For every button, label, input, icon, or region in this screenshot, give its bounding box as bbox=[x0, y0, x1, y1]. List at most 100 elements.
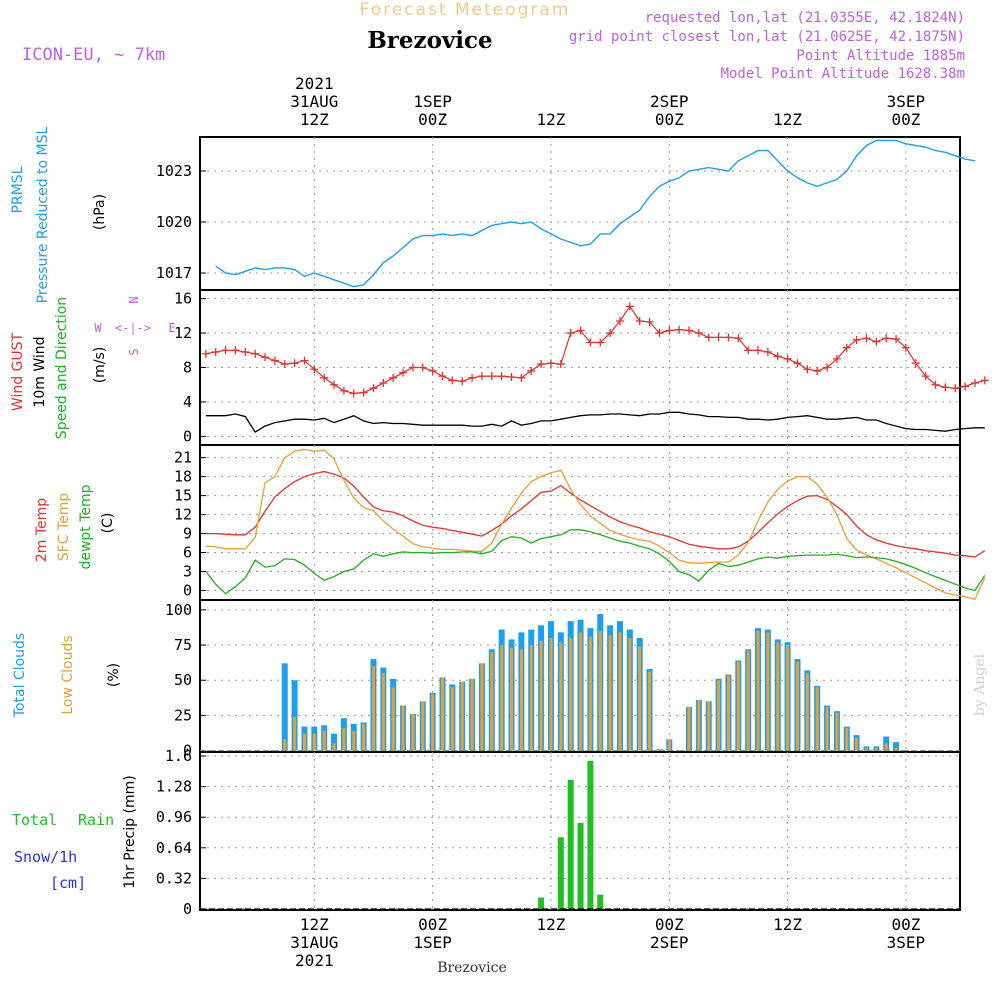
low-cloud-bar bbox=[657, 749, 661, 751]
low-cloud-bar bbox=[322, 730, 326, 751]
rain-bar bbox=[577, 822, 584, 909]
precip-label-snow: Snow/1h bbox=[14, 848, 77, 866]
top-time-label: 1SEP bbox=[413, 92, 452, 111]
temp-label-dewpt: dewpt Temp bbox=[78, 484, 94, 569]
low-cloud-bar bbox=[776, 642, 780, 751]
wind-gust-marker bbox=[546, 359, 555, 368]
wind-gust-marker bbox=[211, 348, 220, 356]
wind-gust-marker bbox=[823, 363, 832, 372]
low-cloud-bar bbox=[579, 632, 583, 751]
rain-bar bbox=[567, 779, 574, 909]
clouds-tick-label: 50 bbox=[174, 671, 192, 689]
bottom-time-label: 00Z bbox=[418, 915, 447, 934]
low-cloud-bar bbox=[352, 730, 356, 751]
wind-gust-marker bbox=[418, 363, 427, 372]
top-time-label: 12Z bbox=[300, 110, 329, 129]
clouds-tick-label: 100 bbox=[165, 601, 192, 619]
bottom-time-label: 1SEP bbox=[413, 933, 452, 952]
wind-gust-marker bbox=[497, 372, 506, 381]
wind-gust-marker bbox=[931, 380, 940, 389]
low-cloud-bar bbox=[539, 640, 543, 751]
clouds-tick-label: 75 bbox=[174, 636, 192, 654]
wind-tick-label: 4 bbox=[183, 393, 192, 411]
low-cloud-bar bbox=[411, 714, 415, 751]
low-cloud-bar bbox=[500, 645, 504, 751]
low-cloud-bar bbox=[401, 705, 405, 751]
wind-gust-marker bbox=[714, 333, 723, 342]
wind-gust-marker bbox=[872, 337, 881, 346]
low-cloud-bar bbox=[795, 661, 799, 751]
low-cloud-bar bbox=[855, 737, 859, 751]
point-altitude: Point Altitude 1885m bbox=[796, 48, 965, 64]
low-cloud-bar bbox=[766, 632, 770, 751]
temp-label-unit: (C) bbox=[100, 513, 116, 534]
temp-tick-label: 21 bbox=[174, 449, 192, 467]
low-cloud-bar bbox=[864, 747, 868, 751]
watermark: by Angel bbox=[972, 653, 988, 716]
wind-gust-line bbox=[205, 305, 985, 394]
wind-gust-marker bbox=[793, 359, 802, 368]
compass-north: N bbox=[127, 296, 141, 303]
wind-label-gust: Wind GUST bbox=[10, 332, 26, 411]
low-cloud-bar bbox=[283, 739, 287, 751]
wind-gust-marker bbox=[862, 334, 871, 343]
pressure-label-msl: Pressure Reduced to MSL bbox=[35, 126, 51, 303]
wind-labels: Wind GUST 10m Wind Speed and Direction (… bbox=[10, 297, 108, 439]
top-time-label: 31AUG bbox=[290, 92, 338, 111]
low-cloud-bar bbox=[736, 661, 740, 751]
low-cloud-bar bbox=[431, 694, 435, 751]
cloud-labels: Total Clouds Low Clouds (%) bbox=[12, 633, 122, 718]
low-cloud-bar bbox=[510, 647, 514, 751]
low-cloud-bar bbox=[746, 650, 750, 751]
wind-tick-label: 16 bbox=[174, 290, 192, 308]
wind-gust-marker bbox=[201, 349, 210, 358]
low-cloud-bar bbox=[529, 645, 533, 751]
wind-gust-marker bbox=[970, 379, 979, 387]
low-cloud-bar bbox=[460, 681, 464, 751]
pressure-tick-label: 1020 bbox=[156, 213, 192, 231]
wind-gust-marker bbox=[428, 366, 437, 375]
temp-label-2m: 2m Temp bbox=[34, 498, 50, 562]
wind-gust-marker bbox=[399, 368, 408, 377]
top-time-label: 00Z bbox=[655, 110, 684, 129]
wind-tick-label: 0 bbox=[183, 427, 192, 445]
wind-gust-marker bbox=[231, 346, 240, 355]
low-cloud-bar bbox=[874, 747, 878, 751]
precip-tick-label: 1.6 bbox=[165, 747, 192, 765]
wind-10m-line bbox=[205, 411, 985, 433]
wind-gust-marker bbox=[359, 388, 368, 397]
total-cloud-bar bbox=[893, 742, 900, 751]
low-cloud-bar bbox=[726, 676, 730, 751]
wind-gust-marker bbox=[576, 326, 585, 335]
bottom-time-label: 3SEP bbox=[887, 933, 926, 952]
low-cloud-bar bbox=[687, 706, 691, 751]
precip-panel: 0 0.32 0.64 0.96 1.28 1.6 bbox=[156, 747, 961, 918]
wind-gust-marker bbox=[596, 338, 605, 347]
wind-tick-label: 12 bbox=[174, 324, 192, 342]
rain-bar bbox=[538, 897, 545, 909]
wind-gust-marker bbox=[665, 326, 674, 335]
total-cloud-bar bbox=[291, 680, 298, 751]
wind-gust-marker bbox=[852, 335, 861, 344]
low-cloud-bar bbox=[371, 666, 375, 751]
wind-gust-marker bbox=[468, 373, 477, 382]
wind-gust-marker bbox=[477, 372, 486, 381]
temp-tick-label: 15 bbox=[174, 487, 192, 505]
wind-label-unit: (m/s) bbox=[92, 347, 108, 384]
temp-tick-label: 0 bbox=[183, 582, 192, 600]
precip-tick-label: 0 bbox=[183, 900, 192, 918]
low-cloud-bar bbox=[825, 706, 829, 751]
low-cloud-bar bbox=[894, 747, 898, 751]
low-cloud-bar bbox=[519, 649, 523, 751]
low-cloud-bar bbox=[628, 638, 632, 751]
wind-gust-marker bbox=[754, 346, 763, 355]
low-cloud-bar bbox=[815, 687, 819, 751]
low-cloud-bar bbox=[608, 635, 612, 751]
pressure-tick-label: 1017 bbox=[156, 264, 192, 282]
wind-gust-marker bbox=[615, 317, 624, 325]
cloud-label-total: Total Clouds bbox=[12, 633, 28, 718]
wind-gust-marker bbox=[734, 334, 743, 343]
low-cloud-bar bbox=[302, 733, 306, 751]
wind-gust-marker bbox=[556, 360, 565, 369]
